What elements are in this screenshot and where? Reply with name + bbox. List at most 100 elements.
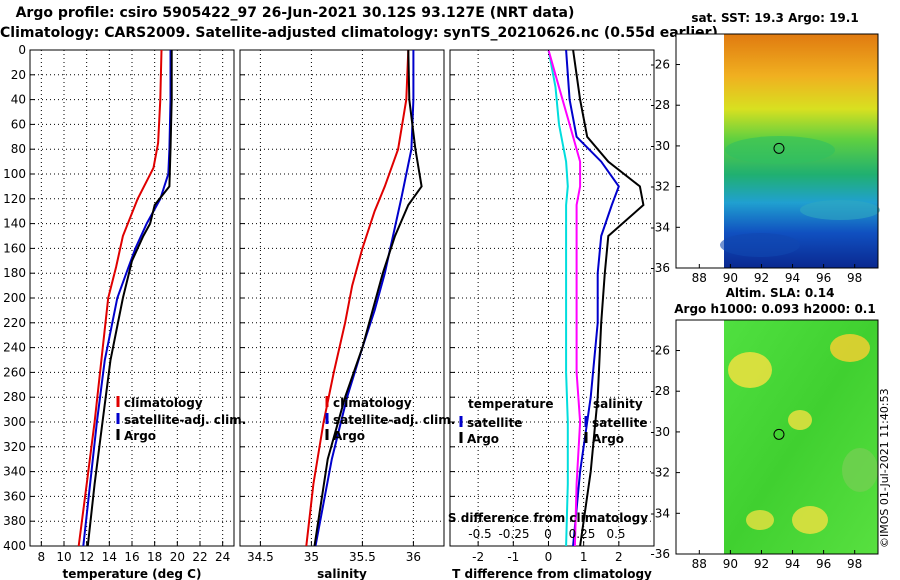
series-group (305, 50, 423, 546)
sla-map-subtitle: Argo h1000: 0.093 h2000: 0.1 (674, 302, 875, 316)
x-tick-label-2: 0.5 (606, 527, 625, 541)
x-axis-label-2: S difference from climatology (448, 511, 648, 525)
depth-tick-label: 80 (11, 142, 26, 156)
map-y-tick-label: -34 (650, 220, 670, 234)
depth-tick-label: 100 (3, 167, 26, 181)
depth-tick-label: 260 (3, 365, 26, 379)
x-tick-label: 10 (56, 550, 71, 564)
temperature-panel: 8 10 12 14 16 18 20 22 24 temperature (deg C) clim… (29, 49, 246, 580)
legend-label: climatology (333, 396, 412, 410)
depth-tick-label: 340 (3, 465, 26, 479)
map-y-tick-label: -26 (650, 344, 670, 358)
x-tick-label: -1 (507, 550, 519, 564)
series-group (547, 50, 645, 546)
x-tick-label: 12 (79, 550, 94, 564)
x-tick-label: 18 (147, 550, 162, 564)
diff-line-s-satellite (547, 50, 569, 546)
sst-features (720, 136, 880, 257)
sla-blob (830, 334, 870, 362)
legend-title-salinity: salinity (593, 397, 643, 411)
panel-frame (29, 49, 235, 547)
x-tick-label: 24 (215, 550, 230, 564)
legend-label: Argo (467, 432, 499, 446)
sla-blob (728, 352, 772, 388)
sst-map: sat. SST: 19.3 Argo: 19.1 88 90 92 94 96 98 -2… (650, 11, 880, 285)
x-tick-label: 2 (615, 550, 623, 564)
series-line-climatology (77, 50, 163, 546)
depth-tick-label: 40 (11, 93, 26, 107)
series-group (77, 50, 173, 546)
depth-tick-label: 300 (3, 415, 26, 429)
map-x-tick-label: 96 (816, 271, 831, 285)
x-tick-label: 22 (192, 550, 207, 564)
map-x-tick-label: 92 (754, 271, 769, 285)
legend-label: satellite (467, 416, 522, 430)
series-line-argo (313, 50, 423, 546)
x-axis-label: salinity (317, 567, 367, 580)
map-x-tick-label: 88 (692, 271, 707, 285)
x-tick-label: 35 (304, 550, 319, 564)
panel-frame (239, 49, 445, 547)
diff-line-s-argo (547, 50, 582, 546)
depth-tick-label: 240 (3, 341, 26, 355)
sla-blob (788, 410, 812, 430)
map-x-tick-label: 92 (754, 557, 769, 571)
depth-tick-label: 280 (3, 390, 26, 404)
x-tick-label: 14 (102, 550, 117, 564)
diff-line-t-satellite (565, 50, 620, 546)
x-axis-label: T difference from climatology (452, 567, 652, 580)
map-y-tick-label: -28 (650, 98, 670, 112)
sla-argo-marker (773, 428, 785, 440)
sst-map-title: sat. SST: 19.3 Argo: 19.1 (691, 11, 858, 25)
legend-label: Argo (333, 429, 365, 443)
sla-blob (746, 510, 774, 530)
depth-tick-label: 60 (11, 117, 26, 131)
depth-tick-label: 380 (3, 514, 26, 528)
legend-label: Argo (592, 432, 624, 446)
x-tick-label-2: -0.5 (468, 527, 491, 541)
legend-label: Argo (124, 429, 156, 443)
sla-axes: 88 90 92 94 96 98 -26 -28 -30 -32 -34 -36 (650, 344, 862, 571)
title-line-1: Argo profile: csiro 5905422_97 26-Jun-20… (15, 5, 575, 21)
map-y-tick-label: -28 (650, 384, 670, 398)
map-x-tick-label: 90 (723, 271, 738, 285)
x-tick-label-2: 0.25 (569, 527, 596, 541)
map-x-tick-label: 98 (847, 557, 862, 571)
sst-blob (720, 233, 800, 257)
x-tick-label: 20 (170, 550, 185, 564)
sla-land-gap (676, 320, 724, 554)
depth-tick-label: 160 (3, 241, 26, 255)
sst-land-gap (676, 34, 724, 268)
diff-line-t-argo (572, 50, 645, 546)
series-line-climatology (305, 50, 410, 546)
map-y-tick-label: -36 (650, 261, 670, 275)
sla-frame (675, 319, 879, 555)
x-tick-label: 0 (545, 550, 553, 564)
sla-blob (792, 506, 828, 534)
x-tick-label: 36 (406, 550, 421, 564)
x-tick-label: 8 (38, 550, 46, 564)
map-y-tick-label: -32 (650, 180, 670, 194)
map-panels: sat. SST: 19.3 Argo: 19.1 88 90 92 94 96 98 -2… (650, 11, 880, 571)
depth-tick-label: 220 (3, 316, 26, 330)
map-y-tick-label: -26 (650, 58, 670, 72)
sla-features (728, 334, 878, 534)
depth-tick-label: 140 (3, 217, 26, 231)
title-line-2: Climatology: CARS2009. Satellite-adjuste… (0, 25, 718, 41)
map-y-tick-label: -30 (650, 425, 670, 439)
sst-axes: 88 90 92 94 96 98 -26 -28 -30 -32 -34 -36 (650, 58, 862, 285)
depth-tick-label: 180 (3, 266, 26, 280)
sla-map: Altim. SLA: 0.14 Argo h1000: 0.093 h2000… (650, 286, 879, 571)
sst-frame (675, 33, 879, 269)
x-tick-label: 34.5 (247, 550, 274, 564)
x-tick-label-2: 0 (544, 527, 552, 541)
x-tick-label-2: -0.25 (498, 527, 529, 541)
x-axis-label: temperature (deg C) (63, 567, 202, 580)
sst-blob (725, 136, 835, 164)
legend-label: satellite-adj. clim. (124, 413, 246, 427)
legend-label: satellite-adj. clim. (333, 413, 455, 427)
map-x-tick-label: 90 (723, 557, 738, 571)
depth-tick-label: 200 (3, 291, 26, 305)
